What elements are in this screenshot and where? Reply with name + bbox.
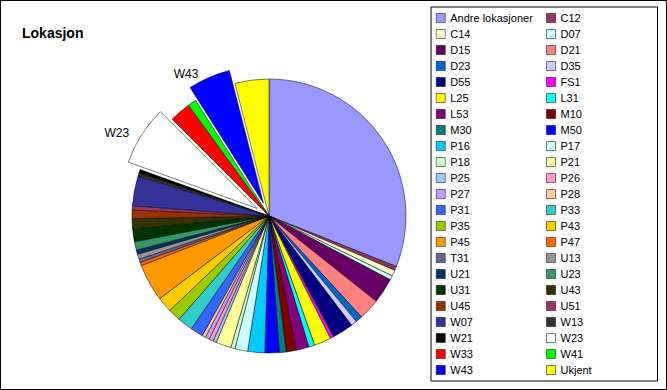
svg-text:D21: D21: [561, 44, 581, 56]
svg-text:P17: P17: [561, 140, 581, 152]
svg-text:W13: W13: [561, 316, 584, 328]
svg-text:L25: L25: [450, 92, 468, 104]
svg-text:L53: L53: [450, 108, 468, 120]
svg-text:P45: P45: [450, 236, 470, 248]
svg-text:W07: W07: [450, 316, 473, 328]
svg-text:P43: P43: [561, 220, 581, 232]
svg-text:P26: P26: [561, 172, 581, 184]
svg-text:W41: W41: [561, 348, 584, 360]
svg-text:P21: P21: [561, 156, 581, 168]
svg-text:U13: U13: [561, 252, 581, 264]
svg-text:U21: U21: [450, 268, 470, 280]
svg-text:P35: P35: [450, 220, 470, 232]
svg-text:U51: U51: [561, 300, 581, 312]
svg-text:W43: W43: [174, 67, 199, 81]
svg-text:D15: D15: [450, 44, 470, 56]
svg-text:W21: W21: [450, 332, 473, 344]
svg-text:W23: W23: [561, 332, 584, 344]
svg-text:FS1: FS1: [561, 76, 581, 88]
svg-text:P27: P27: [450, 188, 470, 200]
svg-text:P47: P47: [561, 236, 581, 248]
svg-text:P28: P28: [561, 188, 581, 200]
svg-text:P33: P33: [561, 204, 581, 216]
svg-text:U45: U45: [450, 300, 470, 312]
svg-text:M10: M10: [561, 108, 582, 120]
svg-text:M30: M30: [450, 124, 471, 136]
svg-text:D35: D35: [561, 60, 581, 72]
svg-text:U31: U31: [450, 284, 470, 296]
svg-text:Ukjent: Ukjent: [561, 364, 592, 376]
svg-text:W33: W33: [450, 348, 473, 360]
svg-text:Lokasjon: Lokasjon: [22, 25, 83, 41]
svg-text:D23: D23: [450, 60, 470, 72]
svg-text:L31: L31: [561, 92, 579, 104]
svg-text:T31: T31: [450, 252, 469, 264]
svg-text:P18: P18: [450, 156, 470, 168]
svg-text:P16: P16: [450, 140, 470, 152]
svg-text:D07: D07: [561, 28, 581, 40]
svg-text:P25: P25: [450, 172, 470, 184]
svg-text:U23: U23: [561, 268, 581, 280]
svg-text:Andre lokasjoner: Andre lokasjoner: [450, 12, 533, 24]
svg-text:W23: W23: [104, 126, 129, 140]
svg-text:M50: M50: [561, 124, 582, 136]
svg-text:C12: C12: [561, 12, 581, 24]
svg-text:U43: U43: [561, 284, 581, 296]
svg-text:D55: D55: [450, 76, 470, 88]
svg-text:P31: P31: [450, 204, 470, 216]
svg-text:W43: W43: [450, 364, 473, 376]
svg-text:C14: C14: [450, 28, 470, 40]
